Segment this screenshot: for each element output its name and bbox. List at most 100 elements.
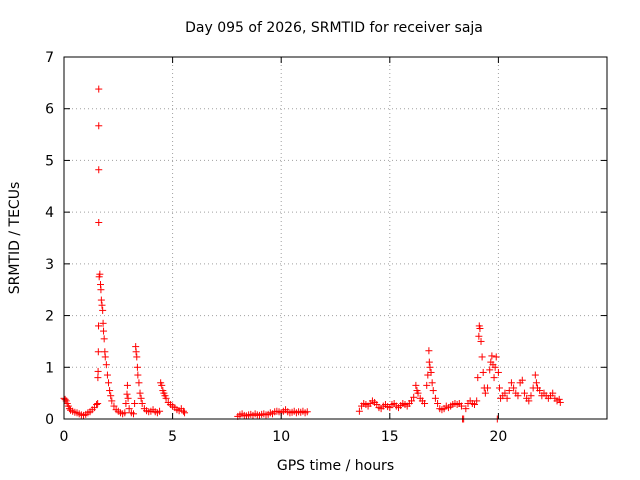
data-point <box>462 405 470 413</box>
data-point <box>527 392 535 400</box>
data-point <box>94 399 102 407</box>
data-point <box>427 368 435 376</box>
data-point <box>95 166 103 174</box>
data-point <box>488 352 496 360</box>
y-tick-label: 4 <box>45 205 54 221</box>
data-point <box>123 390 131 398</box>
y-tick-label: 1 <box>45 360 54 376</box>
data-point <box>133 363 141 371</box>
data-point <box>425 347 433 355</box>
data-point <box>423 381 431 389</box>
data-point <box>110 402 118 410</box>
data-point <box>510 384 518 392</box>
data-point <box>421 399 429 407</box>
x-axis-title: GPS time / hours <box>277 458 394 474</box>
data-point <box>100 327 108 335</box>
data-point <box>122 399 130 407</box>
data-point <box>476 325 484 332</box>
y-axis-title: SRMTID / TECUs <box>7 182 23 295</box>
data-point <box>130 410 138 418</box>
data-point <box>162 394 170 402</box>
data-point <box>474 374 482 382</box>
y-tick-label: 2 <box>45 309 54 325</box>
y-tick-label: 5 <box>45 153 54 169</box>
data-point <box>494 368 502 376</box>
data-point <box>105 379 113 387</box>
data-series-srmtid <box>60 85 564 423</box>
data-point <box>503 394 511 402</box>
data-point <box>94 367 102 375</box>
data-point <box>518 376 526 384</box>
data-point <box>555 395 563 403</box>
data-point <box>525 397 533 405</box>
x-tick-label: 20 <box>489 429 507 445</box>
data-point <box>108 397 116 405</box>
x-tick-label: 5 <box>168 429 177 445</box>
data-point <box>520 389 528 397</box>
data-point <box>532 379 540 387</box>
data-point <box>107 392 115 400</box>
data-point <box>303 408 311 416</box>
data-point <box>96 270 104 278</box>
data-point <box>158 381 166 389</box>
data-point <box>136 389 144 397</box>
x-tick-label: 15 <box>381 429 399 445</box>
data-point <box>412 381 420 389</box>
data-point <box>479 368 487 376</box>
data-point <box>137 394 145 402</box>
y-tick-label: 3 <box>45 257 54 273</box>
data-point <box>475 332 483 340</box>
data-point <box>61 395 69 403</box>
data-point <box>478 353 486 361</box>
data-point <box>95 85 103 93</box>
data-point <box>138 399 146 407</box>
data-point <box>486 366 494 374</box>
data-point <box>93 401 101 409</box>
data-point <box>428 379 436 387</box>
data-point <box>181 409 189 417</box>
data-point <box>481 389 489 397</box>
data-point <box>156 407 164 415</box>
data-point <box>514 392 522 400</box>
data-point <box>97 296 105 304</box>
data-point <box>556 398 564 406</box>
data-point <box>99 319 107 327</box>
data-point <box>408 397 416 405</box>
y-tick-label: 6 <box>45 102 54 118</box>
data-point <box>132 348 140 356</box>
data-point <box>491 363 499 371</box>
grid <box>64 57 607 419</box>
data-point <box>106 387 114 395</box>
data-point <box>477 337 485 345</box>
data-point <box>431 394 439 402</box>
data-point <box>434 399 442 407</box>
data-point <box>98 301 106 309</box>
data-point <box>536 387 544 395</box>
data-point <box>102 361 110 369</box>
data-point <box>97 286 105 294</box>
axis-ticks: 0 1 2 3 4 5 6 7 0 5 10 15 20 <box>45 50 607 445</box>
data-point <box>95 122 103 130</box>
data-point <box>410 393 418 401</box>
plot-frame <box>63 56 608 420</box>
data-point <box>95 322 103 330</box>
data-point <box>135 379 143 387</box>
data-point <box>124 394 132 402</box>
data-point <box>95 218 103 226</box>
x-tick-label: 10 <box>272 429 290 445</box>
data-point <box>123 381 131 389</box>
data-point <box>94 374 102 382</box>
data-point <box>133 353 141 361</box>
data-point <box>429 387 437 395</box>
data-point <box>355 407 363 415</box>
y-tick-label: 0 <box>45 412 54 428</box>
data-point <box>501 389 509 397</box>
data-point <box>414 389 422 397</box>
data-point <box>492 353 500 361</box>
data-point <box>507 379 515 387</box>
data-point <box>121 409 129 417</box>
data-point <box>457 402 465 410</box>
data-point <box>490 374 498 382</box>
